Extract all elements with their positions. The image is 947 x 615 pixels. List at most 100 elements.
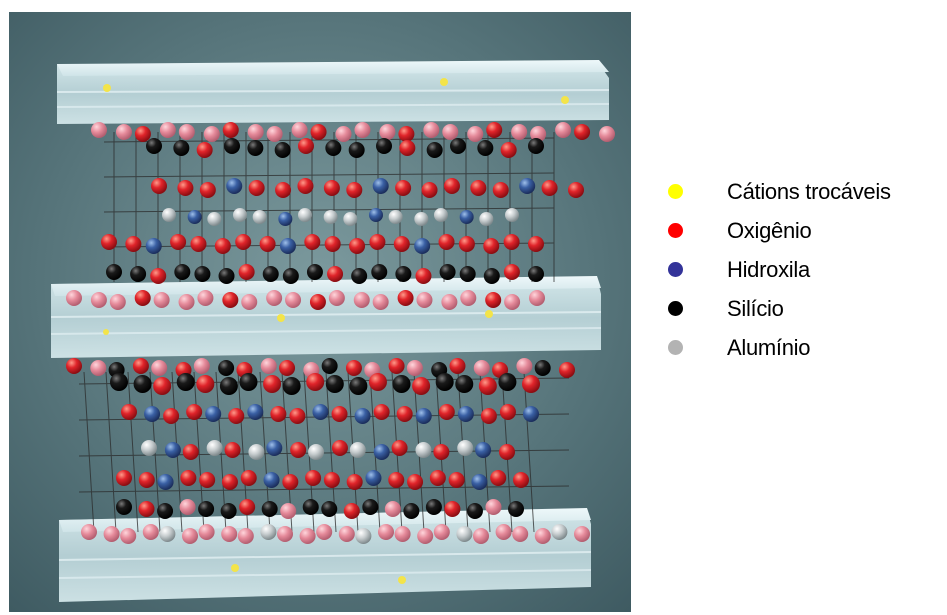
pink-atom: [511, 124, 528, 140]
black-atom: [325, 375, 344, 393]
legend-item-oxigenio: Oxigênio: [665, 211, 947, 250]
pink-atom: [159, 122, 176, 138]
red-atom: [398, 126, 415, 142]
blue-atom: [471, 474, 488, 490]
gray-atom: [505, 208, 519, 222]
blue-atom: [144, 406, 161, 422]
blue-atom: [247, 404, 264, 420]
blue-atom: [523, 406, 539, 422]
black-atom: [321, 501, 338, 517]
black-atom: [466, 503, 483, 519]
gray-atom: [551, 524, 568, 540]
pink-atom: [372, 294, 389, 310]
blue-atom: [459, 210, 474, 224]
gray-atom: [479, 212, 494, 226]
red-atom: [228, 408, 245, 424]
red-atom: [559, 362, 575, 378]
blue-dot-icon: [668, 262, 683, 277]
red-atom: [199, 472, 216, 488]
blue-atom: [354, 408, 371, 424]
red-atom: [407, 474, 424, 490]
pink-atom: [203, 126, 220, 142]
red-atom: [345, 360, 362, 376]
gray-dot-icon: [668, 340, 683, 355]
red-atom: [478, 377, 497, 395]
black-atom: [321, 358, 338, 374]
black-atom: [425, 499, 442, 515]
blue-atom: [164, 442, 181, 458]
black-atom: [218, 360, 235, 376]
red-atom: [492, 182, 509, 198]
pink-atom: [378, 524, 394, 540]
red-atom: [486, 122, 503, 138]
blue-atom: [373, 444, 390, 460]
black-atom: [439, 264, 456, 280]
pink-atom: [338, 526, 355, 542]
black-atom: [362, 499, 379, 515]
pink-atom: [299, 528, 316, 544]
red-atom: [199, 182, 216, 198]
pink-atom: [529, 290, 545, 306]
black-atom: [348, 142, 365, 158]
red-atom: [388, 358, 405, 374]
blue-atom: [205, 406, 222, 422]
atoms-layer: [66, 122, 615, 544]
red-atom: [125, 236, 142, 252]
red-atom: [503, 234, 520, 250]
pink-atom: [353, 292, 370, 308]
red-atom: [327, 266, 344, 282]
gray-atom: [159, 526, 176, 542]
red-atom: [399, 140, 416, 156]
pink-atom: [441, 294, 458, 310]
red-atom: [263, 375, 282, 393]
red-atom: [574, 124, 591, 140]
gray-atom: [248, 444, 265, 460]
red-atom: [190, 236, 207, 252]
pink-atom: [109, 294, 126, 310]
red-atom: [177, 180, 194, 196]
pink-atom: [266, 126, 283, 142]
red-atom: [116, 470, 132, 486]
pink-atom: [221, 526, 238, 542]
legend-label: Silício: [727, 295, 784, 321]
pink-atom: [198, 524, 215, 540]
red-atom: [238, 264, 255, 280]
black-atom: [176, 373, 195, 391]
pink-atom: [485, 499, 502, 515]
red-atom: [310, 124, 327, 140]
gray-atom: [388, 210, 403, 224]
pink-atom: [178, 124, 195, 140]
red-atom: [483, 238, 500, 254]
black-atom: [498, 373, 517, 391]
gray-atom: [323, 210, 338, 224]
pink-atom: [277, 526, 293, 542]
blue-atom: [414, 238, 431, 254]
black-atom: [106, 264, 122, 280]
red-atom: [499, 404, 516, 420]
pink-atom: [530, 126, 547, 142]
red-atom: [290, 442, 307, 458]
pink-atom: [335, 126, 352, 142]
gray-atom: [349, 442, 366, 458]
black-atom: [403, 503, 420, 519]
red-atom: [346, 182, 363, 198]
red-atom: [275, 182, 292, 198]
pink-atom: [179, 499, 196, 515]
red-atom: [222, 122, 239, 138]
pink-atom: [115, 124, 132, 140]
red-atom: [421, 182, 438, 198]
red-atom: [306, 373, 325, 391]
gray-atom: [456, 526, 473, 542]
red-atom: [433, 444, 450, 460]
black-atom: [349, 377, 368, 395]
red-atom: [331, 440, 348, 456]
red-atom: [309, 294, 326, 310]
gray-atom: [457, 440, 474, 456]
blue-atom: [365, 470, 382, 486]
red-atom: [259, 236, 276, 252]
pink-atom: [178, 294, 195, 310]
red-atom: [134, 126, 151, 142]
red-atom: [346, 474, 363, 490]
blue-atom: [187, 210, 202, 224]
pink-atom: [241, 294, 258, 310]
